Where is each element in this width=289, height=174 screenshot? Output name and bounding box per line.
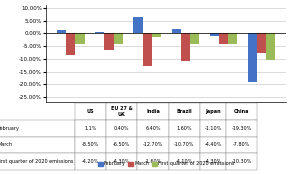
Bar xyxy=(210,33,219,36)
Bar xyxy=(104,33,114,50)
Bar xyxy=(266,33,275,60)
Bar xyxy=(248,33,257,82)
Bar xyxy=(114,33,123,44)
Bar xyxy=(257,33,266,53)
Bar xyxy=(75,33,85,44)
Bar xyxy=(152,33,161,37)
Bar xyxy=(190,33,199,44)
Bar xyxy=(171,29,181,33)
Bar xyxy=(219,33,228,45)
Bar xyxy=(57,30,66,33)
Bar xyxy=(134,17,142,33)
Bar xyxy=(142,33,152,66)
Bar xyxy=(66,33,75,55)
Bar xyxy=(181,33,190,61)
Legend: February, March, First quarter of 2020 emissions: February, March, First quarter of 2020 e… xyxy=(98,161,235,166)
Bar xyxy=(95,32,104,33)
Bar xyxy=(228,33,237,44)
